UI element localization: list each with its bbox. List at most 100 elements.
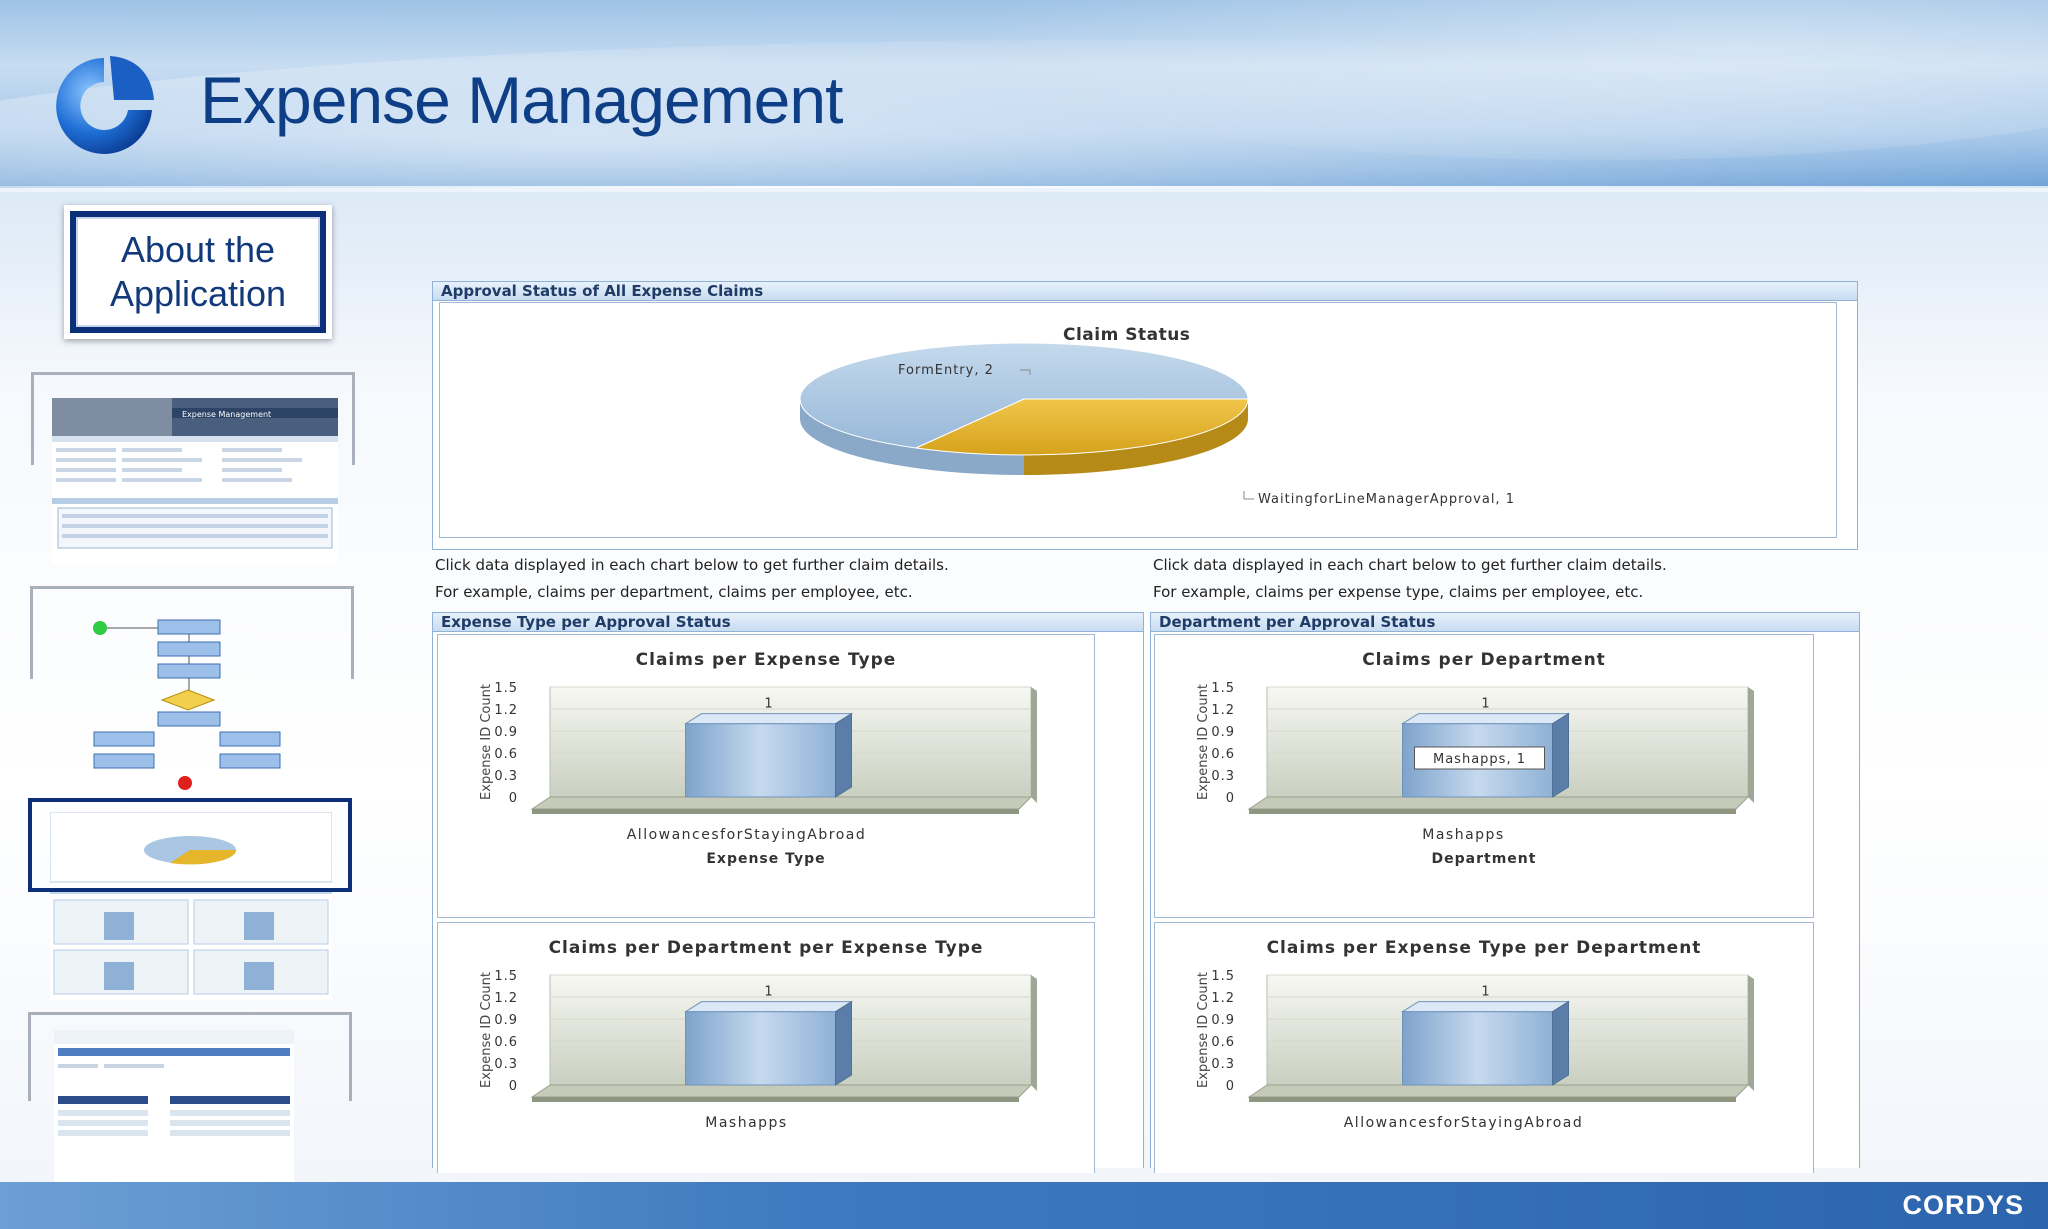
y-tick-label: 1.5 xyxy=(1211,681,1235,696)
x-axis-label: Department xyxy=(1432,851,1537,867)
y-tick-label: 0.6 xyxy=(1211,747,1235,762)
note-left-line1: Click data displayed in each chart below… xyxy=(435,556,949,574)
header-divider xyxy=(0,186,2048,188)
about-inner: About the Application xyxy=(76,217,320,327)
bar-side[interactable] xyxy=(835,712,852,798)
y-axis-label: Expense ID Count xyxy=(1196,972,1211,1088)
pie-label-formentry: FormEntry, 2 xyxy=(898,363,994,378)
note-left-line2: For example, claims per department, clai… xyxy=(435,583,913,601)
y-tick-label: 0.3 xyxy=(1211,1057,1235,1072)
bar-data-label: 1 xyxy=(1481,697,1489,712)
about-application-button[interactable]: About the Application xyxy=(64,205,332,339)
plot-side-wall xyxy=(1031,687,1037,803)
claims-per-expense-type-per-department-chart[interactable]: Claims per Expense Type per Department 0 0… xyxy=(1154,922,1814,1173)
y-tick-label: 1.5 xyxy=(494,969,518,984)
bar[interactable] xyxy=(685,1011,836,1086)
thumbnail-dashboard-preview xyxy=(50,812,332,995)
y-tick-label: 0.6 xyxy=(494,747,518,762)
thumbnail-frame-3-active xyxy=(28,798,352,892)
plot-floor-edge xyxy=(532,809,1019,814)
slide-thumbnail-3[interactable] xyxy=(50,812,332,1000)
claims-per-expense-type-chart[interactable]: Claims per Expense Type 0 0.3 0.6 0.9 1.2 1.5 E… xyxy=(437,634,1095,918)
plot-floor xyxy=(530,796,1033,810)
plot-floor-edge xyxy=(1249,1097,1736,1102)
expense-type-panel-title: Expense Type per Approval Status xyxy=(433,613,1143,632)
y-tick-label: 0 xyxy=(1226,1079,1235,1094)
bar-top[interactable] xyxy=(683,713,854,725)
y-axis-label: Expense ID Count xyxy=(479,972,494,1088)
thumbnail-flow-preview xyxy=(93,619,281,790)
plot-side-wall xyxy=(1031,975,1037,1091)
x-tick-label: Mashapps xyxy=(1422,827,1504,843)
slide-thumbnail-2[interactable] xyxy=(80,608,290,792)
y-tick-label: 0.6 xyxy=(1211,1035,1235,1050)
plot-floor xyxy=(1247,796,1750,810)
plot-floor xyxy=(1247,1084,1750,1098)
y-tick-label: 0 xyxy=(509,1079,518,1094)
bar-side[interactable] xyxy=(1552,712,1569,798)
pie-side-waiting xyxy=(1024,399,1248,475)
y-tick-label: 0.3 xyxy=(494,769,518,784)
pie-slice-waiting[interactable] xyxy=(914,398,1249,456)
bar-chart-svg-2: Claims per Department 0 0.3 0.6 0.9 1.2 1.5Exp… xyxy=(1196,650,1754,867)
cordys-logo-icon xyxy=(56,56,154,154)
bar-tooltip-text: Mashapps, 1 xyxy=(1433,752,1526,767)
bar-chart-svg-4: Claims per Expense Type per Department 0 0… xyxy=(1196,938,1754,1131)
footer-brand: CORDYS xyxy=(1902,1190,2024,1220)
approval-status-panel: Approval Status of All Expense Claims Cl… xyxy=(432,281,1858,550)
y-tick-label: 0.9 xyxy=(494,1013,518,1028)
x-axis-label: Expense Type xyxy=(706,851,825,867)
y-tick-label: 1.5 xyxy=(1211,969,1235,984)
y-tick-label: 1.5 xyxy=(494,681,518,696)
note-right-line2: For example, claims per expense type, cl… xyxy=(1153,583,1644,601)
plot-side-wall xyxy=(1748,975,1754,1091)
y-tick-label: 1.2 xyxy=(494,703,518,718)
thumbnail-frame-1 xyxy=(31,372,355,465)
header-highlight xyxy=(0,40,2048,188)
pie-slice-formentry[interactable] xyxy=(799,342,1249,449)
pie-label-waiting: WaitingforLineManagerApproval, 1 xyxy=(1258,492,1515,507)
bar-tooltip xyxy=(1414,746,1545,770)
bar-top[interactable] xyxy=(1400,1001,1571,1013)
claims-per-department-chart[interactable]: Claims per Department 0 0.3 0.6 0.9 1.2 1.5 Exp… xyxy=(1154,634,1814,918)
y-axis-label: Expense ID Count xyxy=(479,684,494,800)
claims-per-department-per-expense-type-chart[interactable]: Claims per Department per Expense Type 0 0… xyxy=(437,922,1095,1173)
x-tick-label: AllowancesforStayingAbroad xyxy=(627,827,867,843)
leader-formentry xyxy=(1020,369,1031,375)
y-tick-label: 0.3 xyxy=(1211,769,1235,784)
bar-data-label: 1 xyxy=(1481,985,1489,1000)
bar[interactable] xyxy=(685,723,836,798)
y-tick-label: 0.9 xyxy=(494,725,518,740)
claim-status-chart[interactable]: Claim Status FormEntry, 2 WaitingforLine… xyxy=(439,302,1837,538)
bar-data-label: 1 xyxy=(764,697,772,712)
y-tick-label: 0.9 xyxy=(1211,725,1235,740)
bar[interactable] xyxy=(1402,1011,1553,1086)
approval-status-panel-title: Approval Status of All Expense Claims xyxy=(433,282,1857,301)
y-axis-label: Expense ID Count xyxy=(1196,684,1211,800)
department-panel-title: Department per Approval Status xyxy=(1151,613,1859,632)
bar-top[interactable] xyxy=(683,1001,854,1013)
y-tick-label: 0.6 xyxy=(494,1035,518,1050)
about-label: About the Application xyxy=(109,229,287,314)
slide-thumbnail-1[interactable]: Expense Management xyxy=(52,398,338,564)
bar-data-label: 1 xyxy=(764,985,772,1000)
plot-side-wall xyxy=(1748,687,1754,803)
bar-side[interactable] xyxy=(835,1000,852,1086)
x-tick-label: Mashapps xyxy=(705,1115,787,1131)
thumbnail-frame-4 xyxy=(28,1012,352,1101)
bar-side[interactable] xyxy=(1552,1000,1569,1086)
plot-floor xyxy=(530,1084,1033,1098)
plot-floor-edge xyxy=(1249,809,1736,814)
bar-chart-title-1: Claims per Expense Type xyxy=(636,650,897,670)
header: Expense Management xyxy=(0,0,2048,188)
y-tick-label: 1.2 xyxy=(1211,703,1235,718)
bar-chart-title-3: Claims per Department per Expense Type xyxy=(549,938,984,958)
y-tick-label: 1.2 xyxy=(494,991,518,1006)
thumbnail-table-preview xyxy=(54,1030,294,1136)
leader-waiting xyxy=(1243,491,1254,500)
claim-status-chart-title: Claim Status xyxy=(1063,325,1191,345)
claim-status-pie-svg: FormEntry, 2 WaitingforLineManagerApprov… xyxy=(799,342,1515,507)
thumbnail-frame-2 xyxy=(30,586,354,679)
bar-top[interactable] xyxy=(1400,713,1571,725)
y-tick-label: 0 xyxy=(1226,791,1235,806)
